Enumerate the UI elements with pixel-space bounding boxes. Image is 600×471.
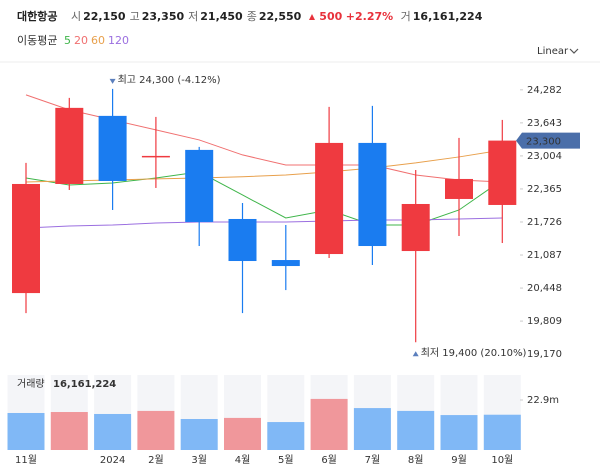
ma-line (25, 94, 503, 183)
x-tick-label: 7월 (365, 454, 381, 466)
x-tick-label: 2월 (148, 454, 164, 466)
x-tick-label: 9월 (451, 454, 467, 466)
y-tick-label: 23,004 (527, 151, 562, 162)
low-annotation: 최저 19,400 (20.10%) (421, 347, 527, 359)
candle-body (55, 107, 84, 184)
volume-tick-label: 22.9m (527, 395, 559, 406)
x-tick-label: 5월 (278, 454, 294, 466)
x-tick-label: 11월 (15, 454, 37, 466)
volume-bar (50, 412, 88, 450)
x-tick-label: 2024 (100, 455, 125, 466)
header: 대한항공 시 22,150 고 23,350 저 21,450 종 22,550 500 +2… (17, 8, 482, 24)
x-tick-label: 10월 (491, 454, 513, 466)
field-value: 22,150 (83, 10, 126, 23)
candle-body (185, 149, 214, 222)
volume-label: 거 (400, 10, 411, 23)
high-marker (109, 78, 116, 84)
y-tick-label: 22,365 (527, 184, 562, 195)
volume-bar (267, 422, 305, 450)
candle-body (401, 203, 430, 252)
legend-title: 이동평균 (17, 34, 58, 47)
volume-value: 16,161,224 (412, 10, 483, 23)
volume-bar (483, 414, 521, 450)
volume-bar (94, 413, 132, 450)
y-tick-label: 23,643 (527, 118, 562, 129)
stock-name: 대한항공 (17, 10, 58, 23)
field-label: 시 (70, 10, 82, 23)
candle-body (228, 218, 257, 262)
high-annotation: 최고 24,300 (-4.12%) (118, 74, 221, 86)
volume-bar (353, 408, 391, 450)
candle-body (315, 142, 344, 255)
legend-entry: 5 (63, 34, 71, 47)
fields: 시 22,150 고 23,350 저 21,450 종 22,550 (67, 10, 301, 23)
volume-bar (224, 417, 261, 450)
volume-title: 거래량 (17, 378, 45, 390)
field-value: 23,350 (141, 10, 185, 23)
volume-bar (7, 412, 45, 450)
ma-line (25, 217, 503, 229)
volume-bar (397, 410, 435, 450)
candle-body (445, 178, 473, 199)
change: 500 (319, 10, 343, 23)
candle-body (98, 115, 127, 181)
x-tick-label: 4월 (235, 454, 251, 466)
volume-bar (137, 410, 175, 450)
candle-body (271, 260, 300, 267)
legend-entry: 60 (90, 34, 105, 47)
dropdown-chevron[interactable] (569, 48, 579, 54)
field-value: 22,550 (258, 10, 302, 23)
candle-body (141, 155, 170, 158)
price-tag-label: 23,300 (526, 137, 561, 148)
x-tick-label: 3월 (191, 454, 207, 466)
volume-bar (310, 398, 348, 450)
volume-bar (440, 415, 478, 450)
field-value: 21,450 (200, 10, 243, 23)
legend-entry: 20 (73, 34, 88, 47)
y-tick-label: 20,448 (527, 283, 562, 294)
field-label: 고 (129, 10, 140, 23)
y-tick-label: 24,282 (527, 85, 562, 96)
volume-bar (180, 418, 218, 450)
candle-body (12, 183, 40, 294)
x-tick-label: 6월 (321, 454, 337, 466)
candle-body (358, 142, 387, 247)
y-tick-label: 19,809 (527, 316, 562, 327)
candle-body (488, 140, 517, 205)
change-pct: +2.27% (345, 10, 394, 23)
up-arrow (308, 14, 315, 20)
y-tick-label: 21,087 (527, 250, 562, 261)
price-tag (516, 132, 580, 149)
low-marker (412, 351, 419, 357)
legend: 이동평균 5 20 60 120 (17, 32, 129, 48)
field-label: 종 (246, 10, 257, 23)
y-tick-label: 19,170 (527, 349, 562, 360)
y-tick-label: 21,726 (527, 217, 562, 228)
legend-entry: 120 (107, 34, 129, 47)
field-label: 저 (188, 10, 199, 23)
scale-label[interactable]: Linear (537, 46, 569, 57)
volume-total: 16,161,224 (53, 379, 116, 390)
x-tick-label: 8월 (408, 454, 424, 466)
